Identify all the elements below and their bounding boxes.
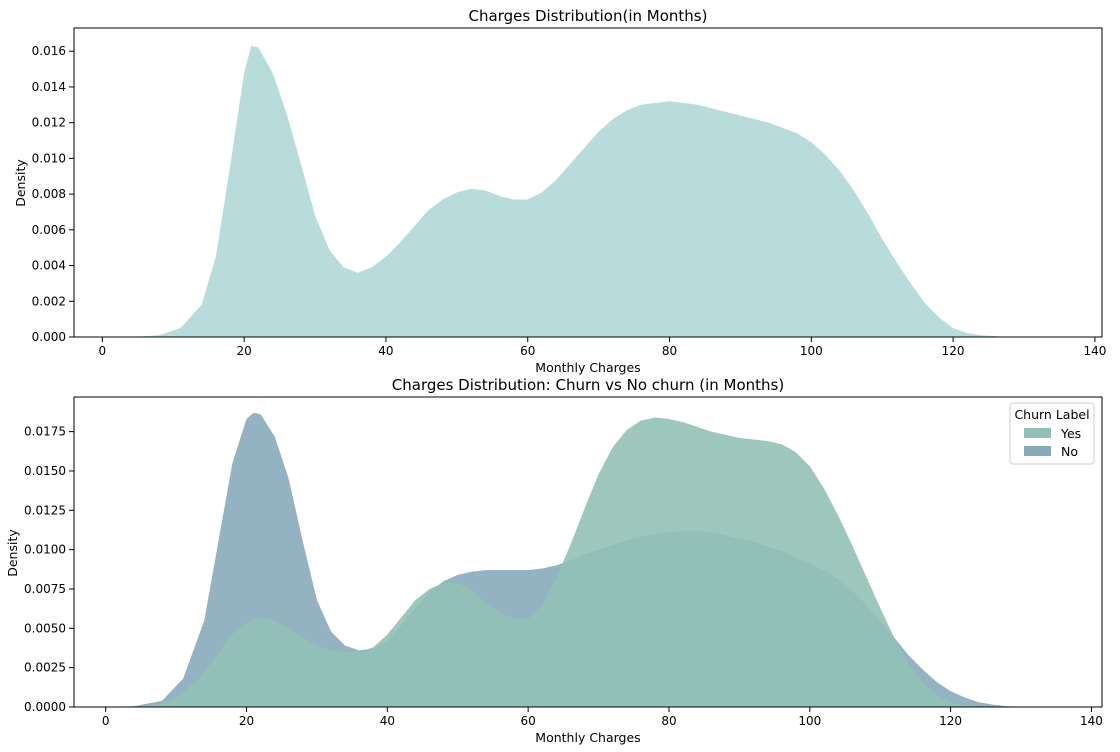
y-tick-label: 0.0075 (24, 582, 66, 596)
legend-title: Churn Label (1014, 407, 1089, 422)
axes-frame (73, 27, 1103, 338)
y-tick-label: 0.0100 (24, 543, 66, 557)
y-tick-label: 0.010 (32, 151, 66, 165)
chart-charges-distribution: Charges Distribution(in Months) 0 20 40 60 8… (13, 7, 1106, 375)
x-tick-label: 0 (102, 714, 110, 728)
y-tick-label: 0.006 (32, 223, 66, 237)
y-tick-label: 0.0150 (24, 464, 66, 478)
y-axis-label: Density (13, 159, 28, 207)
y-axis-label: Density (5, 529, 20, 577)
x-axis: 0 20 40 60 80 100 120 140 (102, 707, 1103, 728)
x-tick-label: 60 (521, 714, 536, 728)
legend-swatch-yes (1024, 428, 1051, 438)
x-tick-label: 0 (99, 344, 107, 358)
x-tick-label: 20 (237, 344, 252, 358)
chart-title: Charges Distribution: Churn vs No churn … (392, 376, 784, 394)
x-tick-label: 120 (939, 714, 962, 728)
chart-churn-vs-no-churn: Charges Distribution: Churn vs No churn … (5, 376, 1103, 745)
x-tick-label: 40 (380, 714, 395, 728)
legend-label-yes: Yes (1060, 426, 1081, 441)
y-tick-label: 0.000 (32, 330, 66, 344)
plot-area (105, 412, 1022, 707)
y-tick-label: 0.0025 (24, 661, 66, 675)
y-tick-label: 0.0175 (24, 425, 66, 439)
x-axis-label: Monthly Charges (535, 360, 640, 375)
x-tick-label: 80 (661, 714, 676, 728)
x-tick-label: 40 (378, 344, 393, 358)
x-tick-label: 140 (1080, 714, 1103, 728)
x-axis: 0 20 40 60 80 100 120 140 (99, 337, 1106, 358)
axes-frame (73, 396, 1103, 708)
density-area (116, 45, 1025, 338)
y-tick-label: 0.0125 (24, 503, 66, 517)
legend-label-no: No (1061, 444, 1078, 459)
x-tick-label: 100 (800, 344, 823, 358)
y-tick-label: 0.014 (32, 80, 66, 94)
density-area-yes (126, 417, 993, 707)
y-tick-label: 0.008 (32, 187, 66, 201)
x-tick-label: 100 (798, 714, 821, 728)
legend: Churn Label Yes No (1009, 402, 1095, 465)
y-tick-label: 0.016 (32, 44, 66, 58)
y-tick-label: 0.002 (32, 294, 66, 308)
y-tick-label: 0.012 (32, 116, 66, 130)
legend-swatch-no (1024, 446, 1051, 456)
y-axis: 0.0000 0.0025 0.0050 0.0075 0.0100 0.0125 0.01… (24, 425, 74, 714)
y-tick-label: 0.004 (32, 259, 66, 273)
x-tick-label: 60 (520, 344, 535, 358)
y-axis: 0.000 0.002 0.004 0.006 0.008 0.010 0.012 0.014… (32, 44, 74, 344)
x-tick-label: 80 (662, 344, 677, 358)
x-tick-label: 120 (942, 344, 965, 358)
x-tick-label: 20 (239, 714, 254, 728)
chart-title: Charges Distribution(in Months) (469, 7, 708, 25)
y-tick-label: 0.0050 (24, 621, 66, 635)
x-axis-label: Monthly Charges (535, 730, 640, 745)
plot-area (116, 45, 1025, 338)
x-tick-label: 140 (1083, 344, 1106, 358)
y-tick-label: 0.0000 (24, 700, 66, 714)
